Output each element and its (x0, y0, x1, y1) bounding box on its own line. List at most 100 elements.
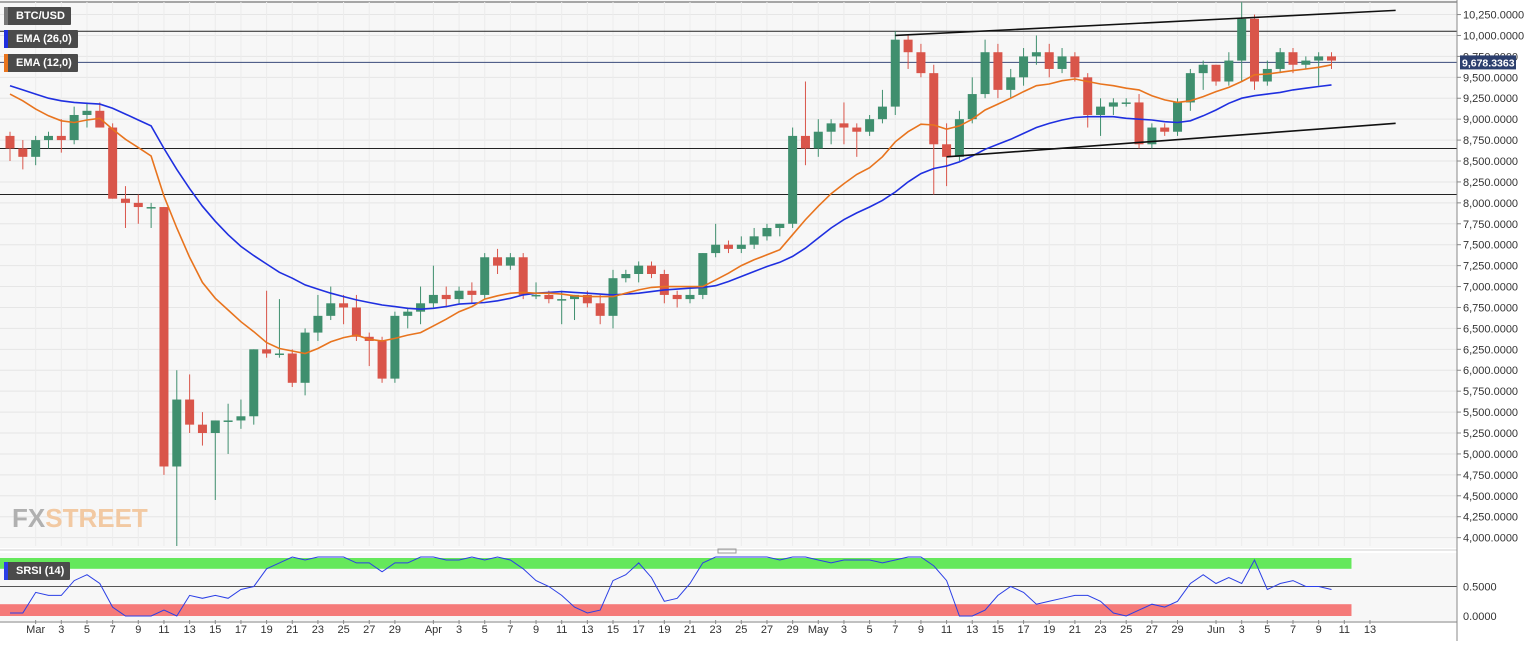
candle-body[interactable] (942, 144, 952, 157)
candle-body[interactable] (1057, 56, 1067, 69)
candle-body[interactable] (723, 244, 733, 249)
candle-body[interactable] (493, 257, 503, 266)
candle-body[interactable] (1096, 106, 1106, 115)
candle-body[interactable] (1083, 77, 1093, 115)
candle-body[interactable] (1275, 52, 1285, 69)
candle-body[interactable] (1250, 18, 1260, 82)
candle-body[interactable] (685, 294, 695, 300)
candle-body[interactable] (1211, 64, 1221, 82)
candle-body[interactable] (5, 135, 15, 149)
candle-body[interactable] (531, 294, 541, 297)
candle-body[interactable] (287, 353, 297, 383)
candle-body[interactable] (582, 294, 592, 304)
candle-body[interactable] (390, 315, 400, 379)
candle-body[interactable] (120, 198, 130, 203)
candle-body[interactable] (877, 106, 887, 120)
trendline[interactable] (946, 122, 1396, 158)
candle-body[interactable] (223, 420, 233, 422)
candle-body[interactable] (185, 399, 195, 425)
candle-body[interactable] (467, 290, 477, 295)
candle-body[interactable] (980, 52, 990, 95)
candle-body[interactable] (621, 274, 631, 279)
candle-body[interactable] (210, 420, 220, 434)
candle-body[interactable] (133, 202, 143, 208)
candle-body[interactable] (929, 73, 939, 145)
candle-body[interactable] (749, 236, 759, 245)
candle-body[interactable] (82, 110, 92, 115)
legend-instrument[interactable]: BTC/USD (4, 7, 71, 25)
candle-body[interactable] (339, 303, 349, 308)
candle-body[interactable] (1314, 56, 1324, 61)
candle-body[interactable] (659, 274, 669, 295)
candle-body[interactable] (1044, 52, 1054, 69)
candle-body[interactable] (326, 303, 336, 316)
candle-body[interactable] (698, 253, 708, 295)
candle-body[interactable] (647, 265, 656, 274)
candle-body[interactable] (31, 140, 41, 157)
candle-body[interactable] (967, 94, 977, 120)
candle-body[interactable] (274, 353, 284, 356)
candle-body[interactable] (43, 135, 53, 141)
candle-body[interactable] (788, 135, 798, 224)
candle-body[interactable] (1326, 56, 1336, 61)
legend-ema-fast[interactable]: EMA (12,0) (4, 54, 78, 72)
candle-body[interactable] (403, 311, 413, 316)
candle-body[interactable] (146, 207, 156, 209)
candle-body[interactable] (1121, 102, 1131, 104)
candle-body[interactable] (1185, 73, 1195, 103)
candle-body[interactable] (634, 265, 644, 274)
candle-body[interactable] (903, 39, 913, 53)
candle-body[interactable] (1224, 60, 1234, 82)
candle-body[interactable] (595, 303, 605, 316)
pane-resize-handle[interactable] (717, 548, 737, 554)
candle-body[interactable] (570, 294, 580, 300)
candle-body[interactable] (300, 332, 310, 383)
candle-body[interactable] (56, 135, 66, 141)
candle-body[interactable] (377, 340, 387, 379)
candle-body[interactable] (916, 52, 926, 74)
candle-body[interactable] (826, 123, 836, 132)
candle-body[interactable] (197, 424, 207, 434)
candle-body[interactable] (839, 123, 849, 128)
candle-body[interactable] (1288, 52, 1298, 65)
candle-body[interactable] (236, 416, 246, 421)
candle-body[interactable] (1070, 56, 1080, 78)
candle-body[interactable] (159, 207, 169, 467)
candle-body[interactable] (1019, 56, 1029, 78)
candle-body[interactable] (1031, 52, 1041, 57)
candle-body[interactable] (775, 223, 785, 228)
candle-body[interactable] (1134, 102, 1144, 145)
candle-body[interactable] (1108, 102, 1118, 107)
candle-body[interactable] (18, 148, 28, 157)
legend-srsi[interactable]: SRSI (14) (4, 562, 71, 580)
candle-body[interactable] (762, 227, 772, 237)
candle-body[interactable] (993, 52, 1003, 90)
candle-body[interactable] (108, 127, 118, 199)
candle-body[interactable] (249, 349, 259, 417)
candle-body[interactable] (313, 315, 323, 333)
candle-body[interactable] (69, 114, 79, 141)
candle-body[interactable] (262, 349, 272, 354)
candle-body[interactable] (800, 135, 810, 149)
candle-body[interactable] (1198, 64, 1208, 74)
candle-body[interactable] (1160, 127, 1170, 132)
candle-body[interactable] (351, 307, 361, 337)
candle-body[interactable] (1301, 60, 1311, 65)
trendline[interactable] (895, 9, 1396, 37)
candle-body[interactable] (544, 294, 554, 300)
candle-body[interactable] (557, 299, 567, 301)
candle-body[interactable] (672, 294, 682, 300)
legend-ema-slow[interactable]: EMA (26,0) (4, 30, 78, 48)
candle-body[interactable] (1237, 18, 1247, 61)
candle-body[interactable] (416, 303, 426, 312)
candle-body[interactable] (441, 294, 451, 300)
candle-body[interactable] (1173, 102, 1183, 132)
candle-body[interactable] (813, 131, 823, 149)
candle-body[interactable] (1262, 68, 1272, 82)
candle-body[interactable] (954, 119, 964, 157)
candle-body[interactable] (865, 119, 875, 132)
candle-body[interactable] (480, 257, 490, 295)
candle-body[interactable] (505, 257, 515, 266)
candle-body[interactable] (736, 244, 746, 249)
candle-body[interactable] (1006, 77, 1016, 90)
